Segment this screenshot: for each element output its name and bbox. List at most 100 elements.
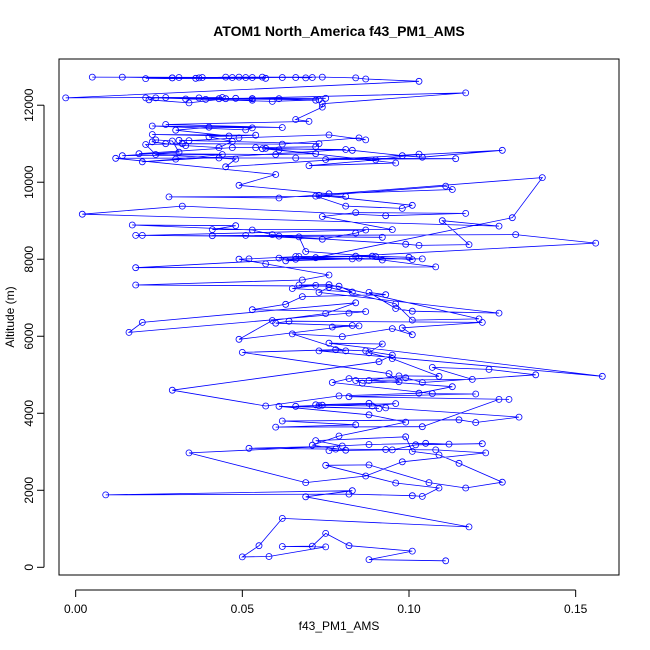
data-point: [335, 392, 343, 400]
data-point: [268, 231, 276, 239]
data-point: [132, 264, 140, 272]
data-point: [292, 116, 300, 123]
data-point: [498, 478, 506, 486]
data-point: [398, 324, 406, 332]
data-point: [172, 155, 180, 163]
data-point: [362, 472, 370, 480]
data-point: [118, 73, 126, 81]
data-point: [308, 74, 316, 81]
data-point: [538, 174, 546, 182]
data-point: [485, 365, 493, 373]
data-point: [408, 331, 416, 339]
data-point: [455, 416, 463, 424]
data-point: [362, 308, 370, 316]
data-point: [328, 323, 336, 331]
data-point: [142, 75, 150, 82]
data-point: [138, 318, 146, 326]
data-point: [258, 145, 266, 153]
data-point: [175, 148, 183, 156]
data-point: [342, 146, 350, 153]
data-point: [405, 253, 413, 261]
data-point: [278, 124, 286, 131]
data-point: [352, 377, 360, 384]
data-point: [398, 204, 406, 212]
data-point: [345, 393, 353, 401]
series-line: [65, 76, 603, 562]
data-point: [185, 137, 193, 145]
data-point: [435, 451, 443, 459]
data-point: [265, 553, 273, 560]
data-point: [388, 351, 396, 359]
data-point: [78, 210, 86, 218]
y-tick-label: 8000: [22, 246, 36, 273]
data-point: [312, 192, 320, 200]
data-point: [322, 543, 330, 551]
data-point: [148, 131, 156, 138]
data-point: [372, 253, 380, 260]
data-point: [495, 222, 503, 230]
y-tick-label: 4000: [22, 400, 36, 427]
data-point: [248, 124, 256, 132]
data-point: [508, 214, 516, 222]
data-point: [352, 229, 360, 237]
data-point: [245, 255, 253, 263]
data-point: [482, 449, 490, 457]
data-point: [168, 386, 176, 394]
data-point: [262, 74, 270, 82]
data-point: [62, 94, 70, 102]
plot-area: [62, 73, 606, 565]
data-point: [325, 271, 333, 279]
data-point: [355, 134, 363, 142]
data-point: [325, 281, 333, 289]
data-point: [408, 492, 416, 500]
data-point: [468, 375, 476, 383]
data-point: [178, 202, 186, 210]
data-point: [175, 74, 183, 81]
data-point: [478, 440, 486, 448]
data-point: [315, 402, 323, 410]
data-point: [185, 99, 193, 107]
data-point: [352, 209, 360, 217]
data-point: [388, 325, 396, 333]
data-point: [332, 445, 340, 453]
data-point: [322, 461, 330, 469]
data-point: [315, 96, 323, 104]
data-point: [432, 446, 440, 454]
data-point: [335, 432, 343, 440]
data-point: [205, 133, 213, 141]
data-point: [338, 442, 346, 450]
data-point: [435, 484, 443, 492]
data-point: [408, 201, 416, 209]
data-point: [382, 404, 390, 412]
data-point: [242, 231, 250, 239]
data-point: [408, 316, 416, 324]
data-point: [235, 73, 243, 81]
x-tick-label: 0.15: [564, 602, 588, 616]
data-point: [312, 143, 320, 151]
data-point: [325, 447, 333, 455]
data-point: [348, 288, 356, 296]
data-point: [388, 355, 396, 363]
data-point: [442, 557, 450, 565]
data-point: [312, 281, 320, 289]
data-point: [168, 74, 176, 82]
data-point: [392, 400, 400, 408]
data-point: [348, 255, 356, 263]
data-point: [142, 94, 150, 102]
data-point: [448, 383, 456, 391]
data-point: [328, 379, 336, 386]
data-point: [118, 152, 126, 160]
data-point: [248, 226, 256, 234]
data-point: [425, 479, 433, 487]
data-point: [418, 255, 426, 263]
data-point: [205, 123, 213, 131]
data-point: [148, 122, 156, 130]
data-point: [275, 95, 283, 103]
data-point: [318, 401, 326, 409]
data-point: [275, 254, 283, 262]
data-point: [412, 441, 420, 449]
data-point: [465, 523, 473, 531]
data-point: [278, 74, 286, 81]
data-point: [428, 390, 436, 398]
data-point: [505, 395, 513, 403]
